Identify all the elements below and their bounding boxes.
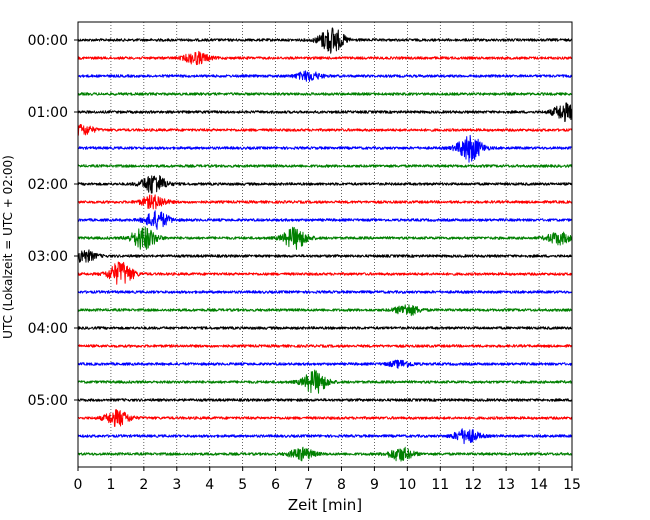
- y-tick-label: 01:00: [28, 105, 68, 121]
- x-tick-label: 14: [530, 477, 548, 493]
- trace-row-0445: [77, 369, 573, 394]
- x-tick-label: 9: [370, 477, 379, 493]
- x-tick-label: 8: [337, 477, 346, 493]
- trace-row-0500: [77, 398, 573, 402]
- x-tick-label: 7: [304, 477, 313, 493]
- x-tick-label: 15: [563, 477, 581, 493]
- trace-row-0200: [77, 175, 573, 194]
- y-tick-label: 04:00: [28, 321, 68, 337]
- trace-row-0530: [77, 428, 573, 445]
- x-tick-label: 0: [74, 477, 83, 493]
- y-tick-label: 02:00: [28, 177, 68, 193]
- trace-row-0115: [77, 123, 573, 136]
- x-tick-label: 3: [172, 477, 181, 493]
- x-tick-label: 5: [238, 477, 247, 493]
- x-tick-label: 6: [271, 477, 280, 493]
- x-tick-label: 2: [139, 477, 148, 493]
- trace-row-0545: [77, 446, 573, 462]
- trace-row-0130: [77, 134, 573, 163]
- x-tick-label: 1: [106, 477, 115, 493]
- trace-row-0045: [77, 92, 573, 96]
- y-tick-label: 00:00: [28, 33, 68, 49]
- trace-row-0400: [77, 326, 573, 330]
- y-tick-label: 05:00: [28, 393, 68, 409]
- trace-row-0300: [77, 249, 573, 263]
- trace-row-0330: [77, 290, 573, 294]
- y-tick-label: 03:00: [28, 249, 68, 265]
- plot-frame: [77, 21, 573, 468]
- x-axis-label: Zeit [min]: [288, 496, 362, 514]
- trace-row-0415: [77, 344, 573, 348]
- x-tick-label: 10: [398, 477, 416, 493]
- trace-row-0315: [77, 261, 573, 285]
- x-tick-label: 11: [431, 477, 449, 493]
- x-tick-label: 12: [464, 477, 482, 493]
- trace-row-0230: [77, 210, 573, 230]
- y-axis-ticks: 00:00 01:00 02:00 03:00 04:00 05:00: [28, 33, 78, 409]
- grid-lines: [110, 22, 540, 467]
- y-axis-label: UTC (Lokalzeit = UTC + 02:00): [1, 155, 15, 339]
- trace-row-0030: [77, 70, 573, 82]
- trace-rows: [77, 27, 573, 462]
- trace-row-0515: [77, 409, 573, 427]
- trace-row-0430: [77, 359, 573, 369]
- trace-row-0000: [77, 27, 573, 54]
- x-tick-label: 4: [205, 477, 214, 493]
- x-tick-label: 13: [497, 477, 515, 493]
- trace-row-0015: [77, 50, 573, 66]
- trace-row-0215: [77, 194, 573, 210]
- trace-row-0245: [77, 226, 573, 250]
- x-axis-ticks: 0 1 2 3 4 5 6 7 8 9 10 11 12 13 14 15: [74, 467, 581, 493]
- trace-row-0145: [77, 164, 573, 168]
- trace-row-0100: [77, 102, 573, 123]
- trace-row-0345: [77, 304, 573, 317]
